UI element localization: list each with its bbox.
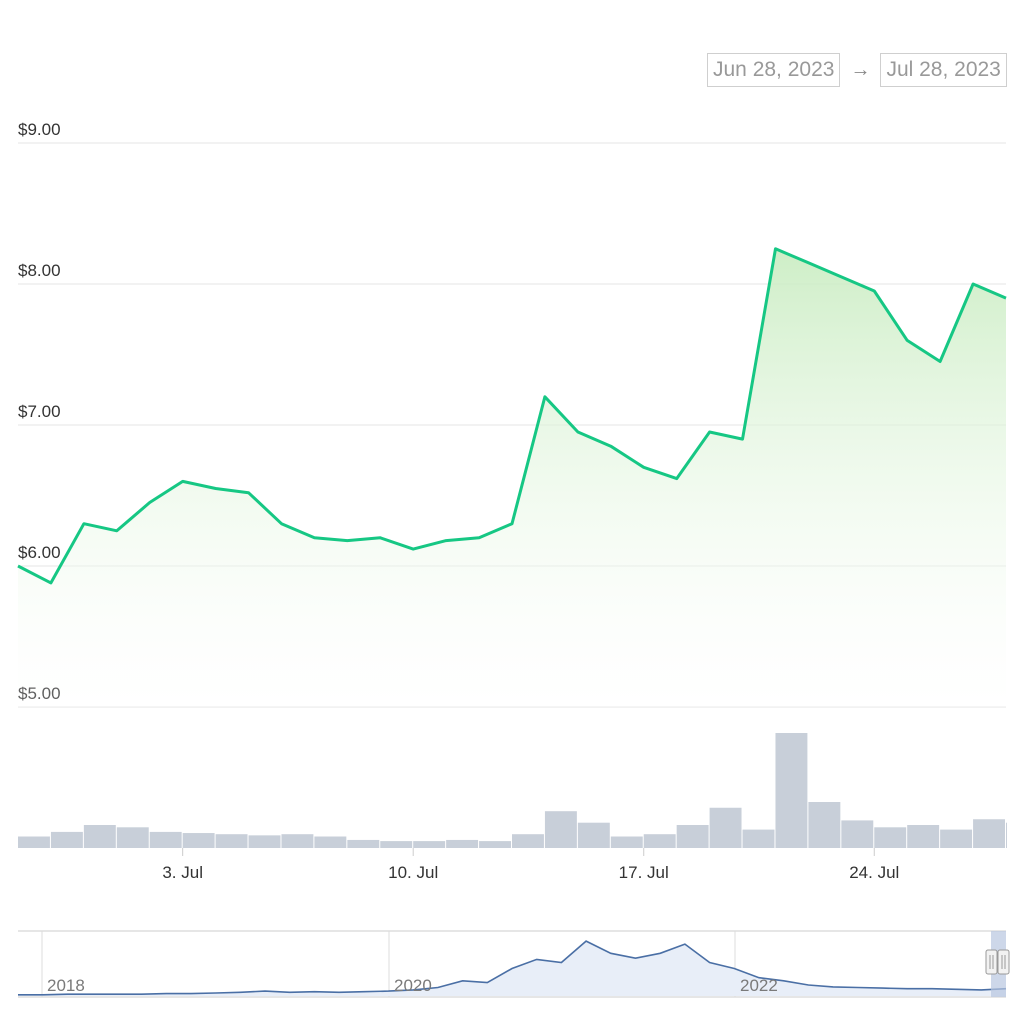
y-tick-label: $9.00 bbox=[18, 120, 61, 139]
volume-bar bbox=[775, 733, 808, 848]
price-line bbox=[17, 247, 1007, 585]
date-range-selector: Jun 28, 2023 → Jul 28, 2023 bbox=[707, 52, 1007, 88]
x-tick-label: 17. Jul bbox=[619, 863, 669, 882]
volume-bar bbox=[676, 825, 709, 848]
y-tick-label: $7.00 bbox=[18, 402, 61, 421]
volume-bar bbox=[1006, 822, 1007, 848]
volume-bar bbox=[808, 802, 841, 848]
volume-bar bbox=[512, 834, 544, 848]
volume-bar bbox=[874, 827, 907, 848]
volume-bar bbox=[940, 829, 973, 848]
volume-bar bbox=[83, 825, 116, 848]
volume-bar bbox=[479, 841, 511, 848]
volume-bar bbox=[907, 825, 940, 848]
price-area bbox=[18, 248, 1006, 708]
volume-bar bbox=[215, 834, 248, 848]
volume-bar bbox=[50, 831, 83, 848]
volume-bar bbox=[841, 820, 874, 848]
volume-bar bbox=[116, 827, 149, 848]
volume-bar bbox=[18, 836, 50, 848]
navigator-handle[interactable] bbox=[985, 949, 1010, 975]
volume-bar bbox=[380, 841, 413, 848]
volume-bars bbox=[18, 733, 1007, 848]
range-to-input[interactable]: Jul 28, 2023 bbox=[880, 53, 1007, 87]
navigator-line bbox=[18, 940, 1007, 996]
volume-bar bbox=[544, 811, 577, 848]
x-tick-label: 10. Jul bbox=[388, 863, 438, 882]
volume-bar bbox=[973, 819, 1005, 848]
volume-bar bbox=[149, 831, 182, 848]
navigator-year-label: 2020 bbox=[394, 976, 432, 995]
x-tick-label: 24. Jul bbox=[849, 863, 899, 882]
volume-bar bbox=[643, 834, 676, 848]
volume-bar bbox=[182, 833, 215, 848]
volume-bar bbox=[610, 836, 643, 848]
range-from-input[interactable]: Jun 28, 2023 bbox=[707, 53, 841, 87]
volume-bar bbox=[281, 834, 314, 848]
y-tick-label: $8.00 bbox=[18, 261, 61, 280]
volume-bar bbox=[742, 829, 775, 848]
volume-bar bbox=[413, 841, 446, 848]
navigator-year-label: 2022 bbox=[740, 976, 778, 995]
volume-bar bbox=[709, 807, 742, 848]
volume-bar bbox=[446, 839, 479, 848]
volume-bar bbox=[248, 835, 281, 848]
y-tick-label: $6.00 bbox=[18, 543, 61, 562]
volume-bar bbox=[314, 836, 347, 848]
x-tick-label: 3. Jul bbox=[162, 863, 203, 882]
x-axis: 3. Jul 10. Jul 17. Jul 24. Jul bbox=[162, 848, 899, 882]
volume-bar bbox=[577, 822, 610, 848]
range-arrow-icon: → bbox=[850, 58, 871, 81]
navigator-year-label: 2018 bbox=[47, 976, 85, 995]
navigator[interactable]: 2018 2020 2022 bbox=[18, 930, 1010, 998]
volume-bar bbox=[347, 839, 380, 848]
